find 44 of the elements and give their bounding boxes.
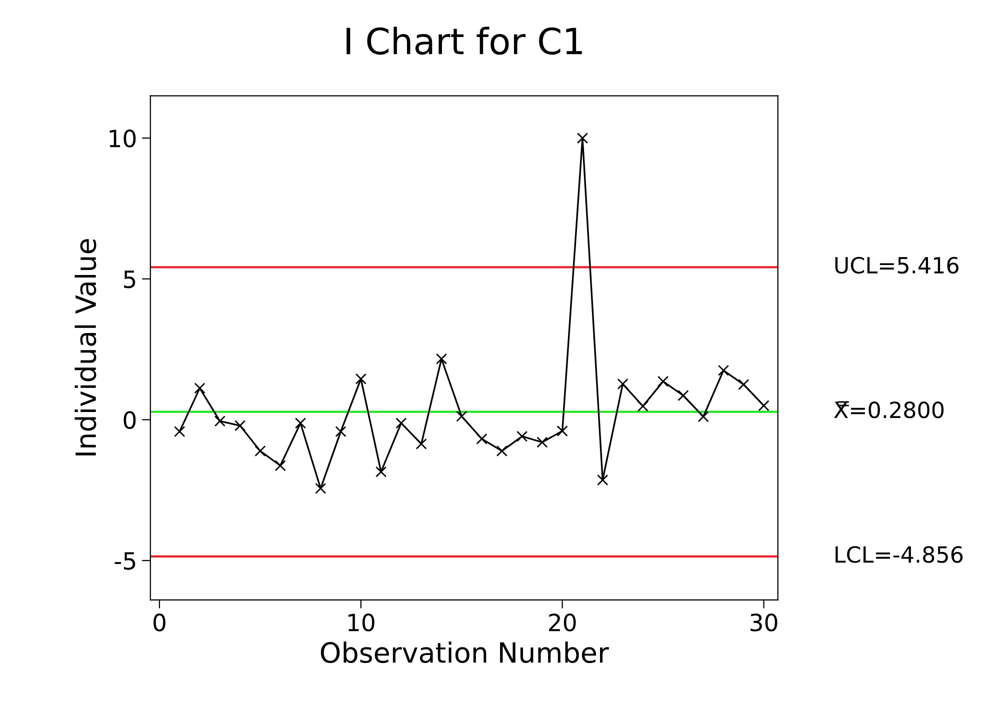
point — [617, 378, 628, 390]
point — [556, 425, 568, 437]
point — [174, 426, 186, 438]
point — [294, 418, 306, 429]
point — [496, 445, 508, 457]
point — [718, 364, 730, 376]
point — [254, 445, 266, 457]
ref-line-label: UCL=5.416 — [835, 256, 958, 274]
chart-title: I Chart for C1 — [346, 26, 582, 55]
point — [637, 400, 648, 412]
point — [678, 390, 689, 402]
point — [758, 400, 770, 412]
point — [416, 438, 427, 450]
point — [234, 420, 246, 432]
point — [597, 474, 608, 486]
y-tick-label: 5 — [124, 270, 136, 288]
ref-line-label: X̿=0.2800 — [834, 401, 944, 418]
point — [355, 373, 366, 384]
ref-line-label: LCL=-4.856 — [836, 546, 963, 563]
point — [516, 430, 528, 442]
y-axis-title: Individual Value — [74, 239, 96, 456]
point — [576, 132, 588, 144]
point — [274, 460, 286, 472]
point — [214, 416, 226, 427]
point — [456, 410, 468, 422]
point — [396, 418, 407, 429]
point — [194, 382, 206, 394]
x-tick-label: 0 — [154, 614, 166, 632]
point — [335, 426, 346, 438]
point — [738, 378, 750, 390]
point — [658, 376, 669, 387]
x-tick-label: 10 — [348, 614, 374, 632]
point — [698, 411, 709, 422]
point — [436, 353, 448, 364]
point — [476, 433, 488, 444]
y-tick-label: -5 — [114, 552, 136, 570]
point — [536, 436, 548, 448]
point — [375, 466, 387, 478]
y-tick-label: 0 — [124, 411, 136, 430]
x-tick-label: 20 — [549, 614, 576, 632]
x-axis-title: Observation Number — [320, 642, 609, 664]
y-tick-label: 10 — [110, 130, 136, 148]
point — [315, 482, 326, 494]
x-tick-label: 30 — [750, 614, 778, 632]
